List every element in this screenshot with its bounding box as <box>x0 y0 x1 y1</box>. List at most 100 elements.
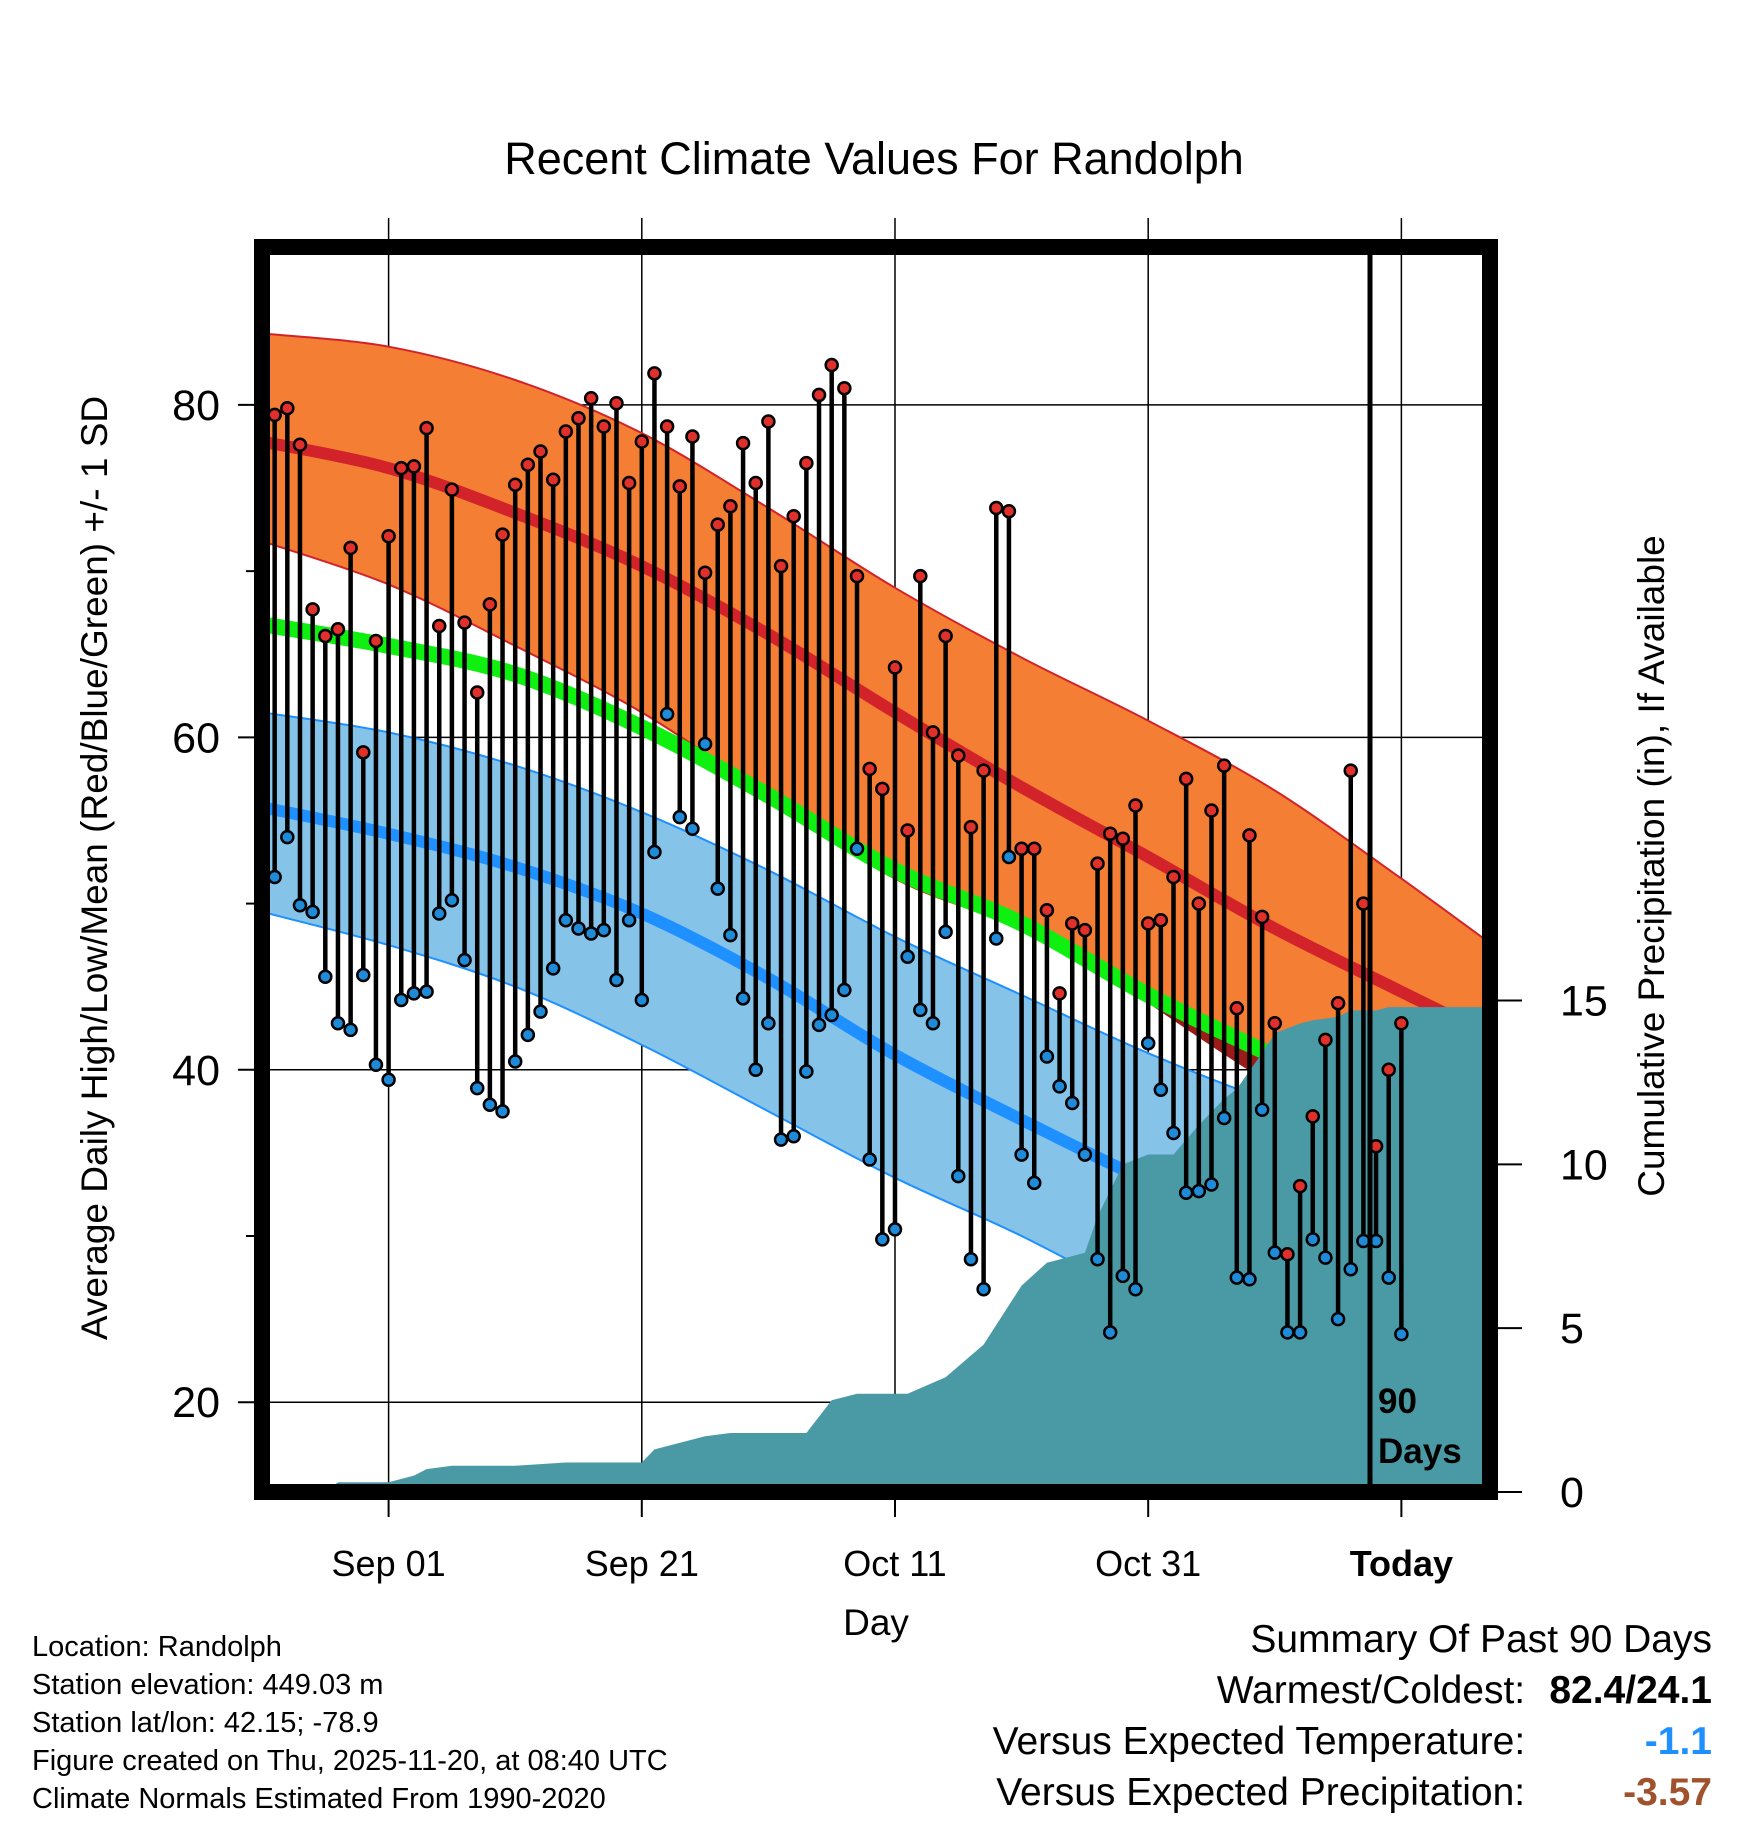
daily-low-point <box>647 844 662 860</box>
daily-high-point <box>1064 916 1080 931</box>
daily-high-point <box>482 597 498 612</box>
daily-high-point <box>1267 1016 1283 1031</box>
daily-low-point <box>419 984 434 999</box>
daily-high-point <box>1229 1001 1245 1016</box>
y-tick-label: 40 <box>172 1047 220 1095</box>
daily-low-point <box>406 986 422 1001</box>
x-axis-label: Day <box>843 1602 909 1643</box>
y-tick-label: 60 <box>172 714 220 762</box>
daily-low-point <box>672 809 688 825</box>
daily-high-point <box>824 357 839 373</box>
warm-cold-row: Warmest/Coldest: 82.4/24.1 <box>993 1669 1712 1720</box>
daily-low-point <box>1115 1268 1131 1284</box>
daily-low-point <box>1330 1311 1346 1327</box>
daily-low-point <box>1153 1082 1169 1097</box>
daily-high-point <box>1318 1032 1333 1048</box>
daily-low-point <box>609 972 624 988</box>
daily-low-point <box>1305 1232 1321 1247</box>
daily-high-point <box>343 540 358 556</box>
daily-low-point <box>596 922 612 938</box>
daily-low-point <box>710 881 726 896</box>
y2-tick-label: 5 <box>1560 1305 1584 1353</box>
daily-low-point <box>1267 1245 1283 1260</box>
daily-low-point <box>318 969 333 984</box>
daily-high-point <box>887 660 903 675</box>
daily-high-point <box>495 527 510 542</box>
daily-low-point <box>1128 1281 1143 1297</box>
daily-high-point <box>672 479 688 494</box>
daily-low-point <box>786 1129 801 1144</box>
latlon-text: Station lat/lon: 42.15; -78.9 <box>32 1707 379 1739</box>
daily-low-point <box>356 967 371 983</box>
y2-tick-label: 10 <box>1560 1141 1608 1189</box>
daily-low-point <box>951 1168 966 1184</box>
daily-high-point <box>786 509 801 524</box>
daily-high-point <box>761 414 776 429</box>
x-tick-label: Today <box>1350 1543 1453 1584</box>
daily-low-point <box>330 1016 346 1031</box>
daily-low-point <box>1001 849 1017 865</box>
daily-low-point <box>748 1062 763 1078</box>
daily-low-point <box>495 1104 510 1119</box>
daily-high-point <box>406 459 422 474</box>
daily-low-point <box>773 1132 789 1147</box>
daily-high-point <box>558 424 574 439</box>
daily-high-point <box>533 444 548 459</box>
daily-low-point <box>697 736 713 752</box>
daily-low-point <box>1229 1270 1245 1285</box>
daily-high-point <box>1381 1062 1396 1078</box>
daily-high-point <box>444 482 460 497</box>
daily-high-point <box>457 615 472 630</box>
daily-low-point <box>989 931 1004 946</box>
daily-low-point <box>381 1072 396 1088</box>
daily-high-point <box>735 435 751 451</box>
daily-range-sticks <box>272 365 1404 1335</box>
daily-high-point <box>1305 1109 1321 1124</box>
daily-low-point <box>469 1080 485 1096</box>
daily-low-point <box>571 921 586 936</box>
daily-high-point <box>1178 771 1194 787</box>
summary-panel: Summary Of Past 90 Days Warmest/Coldest:… <box>993 1618 1712 1822</box>
daily-high-point <box>583 391 599 406</box>
daily-low-point <box>533 1004 548 1019</box>
y-axis-left-label: Average Daily High/Low/Mean (Red/Blue/Gr… <box>74 396 115 1340</box>
warm-cold-value: 82.4/24.1 <box>1549 1669 1712 1712</box>
daily-low-point <box>900 949 915 965</box>
daily-high-point <box>1204 803 1219 818</box>
y2-tick-label: 0 <box>1560 1469 1584 1517</box>
daily-high-point <box>356 745 371 760</box>
daily-high-point <box>1052 986 1067 1001</box>
daily-high-point <box>1280 1247 1295 1262</box>
daily-low-point <box>1343 1262 1358 1277</box>
temp-value: -1.1 <box>1644 1720 1712 1763</box>
daily-high-point <box>1077 922 1093 938</box>
daily-high-point <box>1014 841 1029 856</box>
daily-high-point <box>419 420 434 436</box>
daily-high-point <box>710 517 726 532</box>
daily-low-point <box>507 1054 523 1069</box>
daily-high-point <box>609 395 624 411</box>
daily-high-point <box>1343 763 1358 778</box>
daily-low-point <box>1178 1185 1194 1201</box>
daily-low-point <box>735 991 751 1006</box>
daily-low-point <box>938 924 953 940</box>
daily-high-point <box>1039 902 1055 918</box>
location-text: Location: Randolph <box>32 1631 282 1663</box>
daily-high-point <box>431 618 447 634</box>
daily-high-point <box>773 558 789 574</box>
daily-high-point <box>659 419 675 434</box>
precip-area <box>262 1007 1490 1492</box>
daily-high-point <box>748 475 763 491</box>
high-sd-band <box>262 332 1490 1196</box>
daily-low-point <box>343 1022 358 1038</box>
daily-high-point <box>469 685 485 700</box>
x-axis: Sep 01 Sep 21 Oct 11 Oct 31 Today <box>332 1492 1453 1584</box>
today-marker-label: 90 Days <box>1378 1382 1462 1471</box>
daily-high-point <box>368 633 384 649</box>
daily-low-point <box>1204 1177 1219 1192</box>
x-tick-label: Sep 01 <box>332 1543 446 1584</box>
daily-high-point <box>545 472 561 487</box>
daily-high-point <box>520 457 536 473</box>
precip-label: Versus Expected Precipitation: <box>996 1771 1526 1814</box>
daily-high-point <box>1242 828 1257 843</box>
